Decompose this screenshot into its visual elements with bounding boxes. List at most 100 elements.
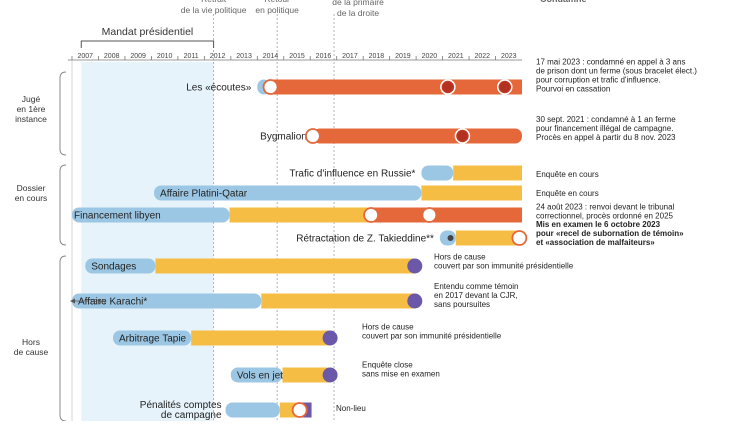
row-segment-russie (453, 165, 522, 181)
row-label-vols: Vols en jet (237, 371, 283, 382)
row-annotation-ecoutes: pour corruption et trafic d'influence. (536, 76, 661, 85)
year-tick-label: 2010 (157, 53, 173, 60)
row-segment-tapie (191, 330, 331, 346)
prefix-arrowhead-karachi (70, 298, 75, 304)
row-segment-ecoutes (270, 79, 522, 95)
row-segment-libyen (371, 207, 522, 223)
row-annotation-ecoutes: de prison dont un ferme (sous bracelet é… (536, 67, 697, 76)
year-tick-label: 2011 (184, 53, 199, 60)
row-annotation-karachi: Entendu comme témoin (434, 282, 519, 291)
row-label-platini: Affaire Platini-Qatar (160, 189, 248, 200)
row-segment-sondages (85, 258, 156, 274)
year-tick-label: 2016 (316, 53, 332, 60)
year-tick-label: 2017 (342, 53, 358, 60)
row-annotation-ecoutes: 17 mai 2023 : condamné en appel à 3 ans (536, 58, 685, 67)
row-annotation-takieddine: et «association de malfaiteurs» (536, 238, 655, 247)
row-label-sondages: Sondages (91, 262, 136, 273)
group-label-juge: instance (15, 114, 47, 124)
year-tick-label: 2007 (77, 53, 93, 60)
row-segment-takieddine (455, 230, 520, 246)
row-annotation-takieddine: Mis en examen le 6 octobre 2023 (536, 220, 661, 229)
row-annotation-vols: Enquête close (362, 361, 413, 370)
year-tick-label: 2020 (422, 53, 438, 60)
row-label-tapie: Arbitrage Tapie (119, 334, 187, 345)
milestone-label-defaite: de la primaire (332, 0, 384, 7)
year-tick-label: 2014 (263, 53, 279, 60)
row-label-takieddine: Rétractation de Z. Takieddine** (296, 234, 434, 245)
row-segment-bygmalion (312, 128, 522, 144)
marker-open-ecoutes (262, 79, 279, 95)
marker-open-libyen (363, 207, 380, 223)
year-tick-label: 2021 (448, 53, 464, 60)
row-segment-penalites (225, 402, 280, 418)
row-prefix-karachi: 1995 (89, 297, 106, 306)
row-segment-karachi (261, 293, 415, 309)
marker-hors-de-cause-tapie (322, 330, 338, 346)
row-annotation-tapie: couvert par son immunité présidentielle (362, 332, 502, 341)
row-segment-platini (154, 185, 422, 201)
row-label-ecoutes: Les «écoutes» (186, 83, 251, 94)
row-annotation-libyen: correctionnel, procès ordonné en 2025 (536, 212, 674, 221)
marker-mise-en-examen-takieddine (511, 230, 528, 246)
row-annotation-takieddine: pour «recel de subornation de témoin» (536, 229, 684, 238)
group-bracket-juge (59, 71, 67, 156)
group-bracket-hors (59, 255, 67, 422)
group-label-dossier: Dossier (17, 183, 46, 193)
milestone-label-retrait: de la vie politique (181, 5, 247, 15)
row-label-penalites: Pénalités comptes (140, 400, 222, 411)
milestone-label-retour: Retour (264, 0, 290, 4)
row-annotation-vols: sans mise en examen (362, 370, 440, 379)
row-segment-vols (282, 367, 331, 383)
mandat-bracket (80, 40, 215, 48)
milestone-label-retrait: Retrait (201, 0, 227, 4)
row-annotation-bygmalion: Procès en appel à partir du 8 nov. 2023 (536, 133, 676, 142)
row-annotation-bygmalion: pour financement illégal de campagne. (536, 124, 673, 133)
row-segment-karachi (72, 293, 262, 309)
group-label-hors: Hors (22, 337, 40, 347)
row-label-bygmalion: Bygmalion (260, 132, 307, 143)
year-tick-label: 2023 (501, 53, 517, 60)
marker-condamnation-inner-ecoutes (442, 82, 453, 92)
year-tick-label: 2012 (210, 53, 226, 60)
marker-hors-de-cause-vols (322, 367, 338, 383)
marker-condamnation-inner-bygmalion (457, 131, 468, 141)
marker-small-takieddine (447, 235, 454, 241)
year-tick-label: 2013 (236, 53, 252, 60)
row-label-karachi: Affaire Karachi* (78, 297, 147, 308)
marker-mise-en-examen-penalites (291, 402, 308, 418)
year-tick-label: 2015 (289, 53, 305, 60)
mandat-label: Mandat présidentiel (102, 26, 194, 38)
group-label-hors: de cause (14, 347, 49, 357)
row-annotation-ecoutes: Pourvoi en cassation (536, 85, 610, 94)
condamne-header: Condamné (540, 0, 587, 4)
row-annotation-sondages: couvert par son immunité présidentielle (434, 262, 574, 271)
row-label-russie: Trafic d'influence en Russie* (289, 169, 415, 180)
group-label-dossier: en cours (15, 193, 48, 203)
row-segment-sondages (155, 258, 415, 274)
row-annotation-penalites: Non-lieu (336, 404, 366, 413)
row-annotation-libyen: 24 août 2023 : renvoi devant le tribunal (536, 203, 675, 212)
row-segment-platini (421, 185, 522, 201)
marker-open-libyen (421, 207, 438, 223)
milestone-label-defaite: de la droite (337, 8, 379, 18)
group-label-juge: Jugé (22, 94, 41, 104)
year-tick-label: 2019 (395, 53, 411, 60)
year-tick-label: 2022 (475, 53, 491, 60)
row-annotation-tapie: Hors de cause (362, 323, 414, 332)
row-segment-russie (421, 165, 454, 181)
row-annotation-platini: Enquête en cours (536, 189, 599, 198)
row-label-libyen: Financement libyen (74, 211, 161, 222)
row-annotation-sondages: Hors de cause (434, 253, 486, 262)
row-annotation-karachi: en 2017 devant la CJR, (434, 291, 518, 300)
marker-condamnation-inner-ecoutes (499, 82, 510, 92)
year-tick-label: 2018 (369, 53, 385, 60)
marker-hors-de-cause-sondages (407, 258, 423, 274)
year-tick-label: 2008 (104, 53, 120, 60)
row-annotation-bygmalion: 30 sept. 2021 : condamné à 1 an ferme (536, 115, 676, 124)
row-segment-tapie (113, 330, 192, 346)
row-segment-libyen (72, 207, 230, 223)
row-label-penalites: de campagne (161, 410, 222, 421)
marker-open-bygmalion (304, 128, 321, 144)
group-bracket-dossier (59, 164, 67, 246)
